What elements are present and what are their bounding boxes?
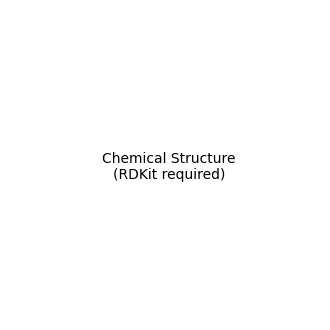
Text: Chemical Structure
(RDKit required): Chemical Structure (RDKit required) [102, 151, 236, 182]
